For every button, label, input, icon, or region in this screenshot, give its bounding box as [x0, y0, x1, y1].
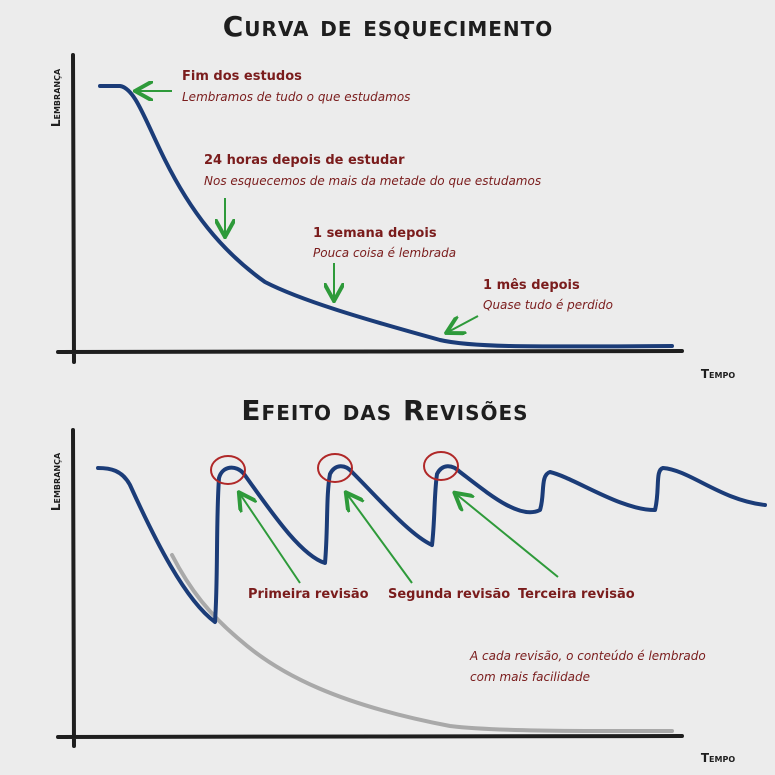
arrow: [240, 494, 301, 584]
y-label: Lembrança: [49, 452, 63, 511]
annotation-heading: 1 mês depois: [483, 278, 580, 293]
annotation-heading: Fim dos estudos: [182, 69, 302, 84]
review-label: Terceira revisão: [518, 587, 635, 602]
annotation-text: Pouca coisa é lembrada: [313, 246, 456, 260]
note: com mais facilidade: [470, 670, 590, 684]
review-circle: [423, 451, 459, 481]
title: Curva de esquecimento: [223, 10, 554, 43]
y-label: Lembrança: [49, 68, 63, 127]
review-label: Primeira revisão: [248, 587, 369, 602]
annotation-heading: 24 horas depois de estudar: [204, 153, 405, 168]
review-label: Segunda revisão: [388, 587, 510, 602]
review-circle: [210, 455, 246, 485]
title: Efeito das Revisões: [241, 394, 528, 427]
annotation-text: Lembramos de tudo o que estudamos: [182, 90, 410, 104]
arrow: [347, 494, 413, 584]
axes: [56, 428, 684, 748]
note: A cada revisão, o conteúdo é lembrado: [469, 649, 706, 663]
annotation-heading: 1 semana depois: [313, 226, 437, 241]
annotation-text: Nos esquecemos de mais da metade do que …: [204, 174, 541, 188]
arrow: [456, 494, 559, 578]
annotation-text: Quase tudo é perdido: [483, 298, 613, 312]
arrow: [448, 315, 479, 332]
x-label: Tempo: [701, 367, 735, 381]
forgetting-curve: [98, 84, 674, 349]
review-circle: [317, 453, 353, 483]
x-label: Tempo: [701, 751, 735, 765]
review-curve: [96, 464, 767, 624]
axes: [56, 53, 684, 364]
forgetting-curve-grey: [170, 553, 674, 734]
